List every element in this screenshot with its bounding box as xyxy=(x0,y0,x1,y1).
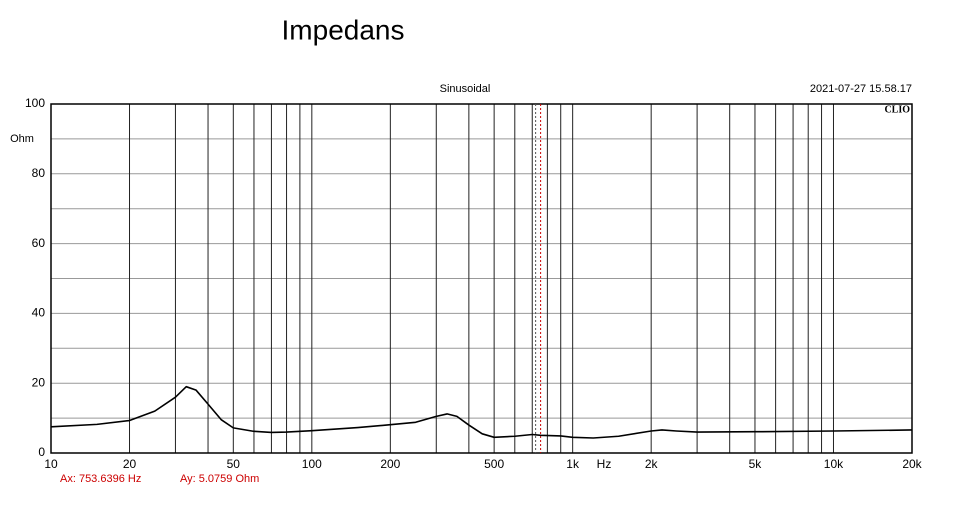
x-axis-label: Hz xyxy=(597,457,612,471)
cursor-label: Ay: 5.0759 Ohm xyxy=(180,473,259,485)
x-tick-label: 50 xyxy=(227,457,241,471)
y-tick-label: 40 xyxy=(32,306,46,320)
y-tick-label: 100 xyxy=(25,96,45,110)
x-tick-label: 2k xyxy=(645,457,659,471)
x-tick-label: 200 xyxy=(380,457,400,471)
x-tick-label: 500 xyxy=(484,457,504,471)
y-axis-label: Ohm xyxy=(10,133,34,145)
y-tick-label: 60 xyxy=(32,236,46,250)
x-tick-label: 20k xyxy=(902,457,922,471)
x-tick-label: 1k xyxy=(566,457,580,471)
x-tick-label: 20 xyxy=(123,457,137,471)
x-tick-label: 10k xyxy=(824,457,844,471)
timestamp: 2021-07-27 15.58.17 xyxy=(810,83,912,95)
chart-title: Impedans xyxy=(282,14,405,45)
y-tick-label: 80 xyxy=(32,166,46,180)
chart-subtitle: Sinusoidal xyxy=(440,83,491,95)
y-tick-label: 20 xyxy=(32,375,46,389)
x-tick-label: 10 xyxy=(44,457,58,471)
logo: CLIO xyxy=(884,104,910,115)
data-line xyxy=(51,387,912,438)
x-tick-label: 100 xyxy=(302,457,322,471)
cursor-label: Ax: 753.6396 Hz xyxy=(60,473,141,485)
x-tick-label: 5k xyxy=(749,457,763,471)
